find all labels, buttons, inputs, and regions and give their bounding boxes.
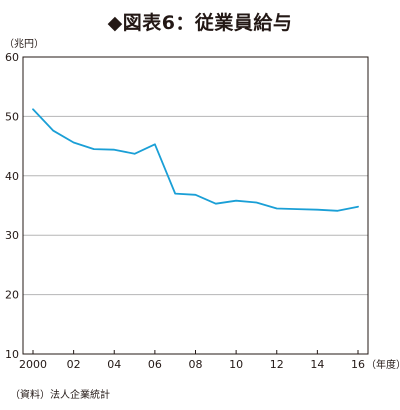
x-tick-label: 08 xyxy=(189,358,203,371)
y-tick-labels: 10 20 30 40 50 60 xyxy=(5,51,19,361)
x-tick-label: 10 xyxy=(229,358,243,371)
chart-title: ◆図表6：従業員給与 xyxy=(107,12,293,34)
x-tick-labels: 2000 02 04 06 08 10 12 14 16 xyxy=(19,350,365,371)
series-line xyxy=(32,108,359,212)
y-tick-label: 20 xyxy=(5,289,19,302)
x-unit-label: （年度） xyxy=(366,358,400,371)
y-unit-label: （兆円） xyxy=(4,38,44,50)
x-tick-label: 16 xyxy=(351,358,365,371)
y-tick-label: 40 xyxy=(5,170,19,183)
x-tick-label: 2000 xyxy=(19,358,47,371)
x-tick-label: 14 xyxy=(310,358,324,371)
line-chart: 10 20 30 40 50 60 2000 02 04 06 08 10 12 14 16 （兆円） （… xyxy=(4,38,400,371)
x-tick-label: 06 xyxy=(148,358,162,371)
series-layer xyxy=(32,108,359,212)
x-tick-label: 12 xyxy=(270,358,284,371)
y-tick-label: 50 xyxy=(5,110,19,123)
y-tick-label: 10 xyxy=(5,348,19,361)
x-tick-label: 02 xyxy=(67,358,81,371)
y-tick-label: 30 xyxy=(5,229,19,242)
x-tick-label: 04 xyxy=(107,358,121,371)
source-note: （資料）法人企業統計 xyxy=(10,390,110,401)
plot-frame xyxy=(22,56,369,355)
gridlines xyxy=(23,115,368,296)
y-tick-label: 60 xyxy=(5,51,19,64)
